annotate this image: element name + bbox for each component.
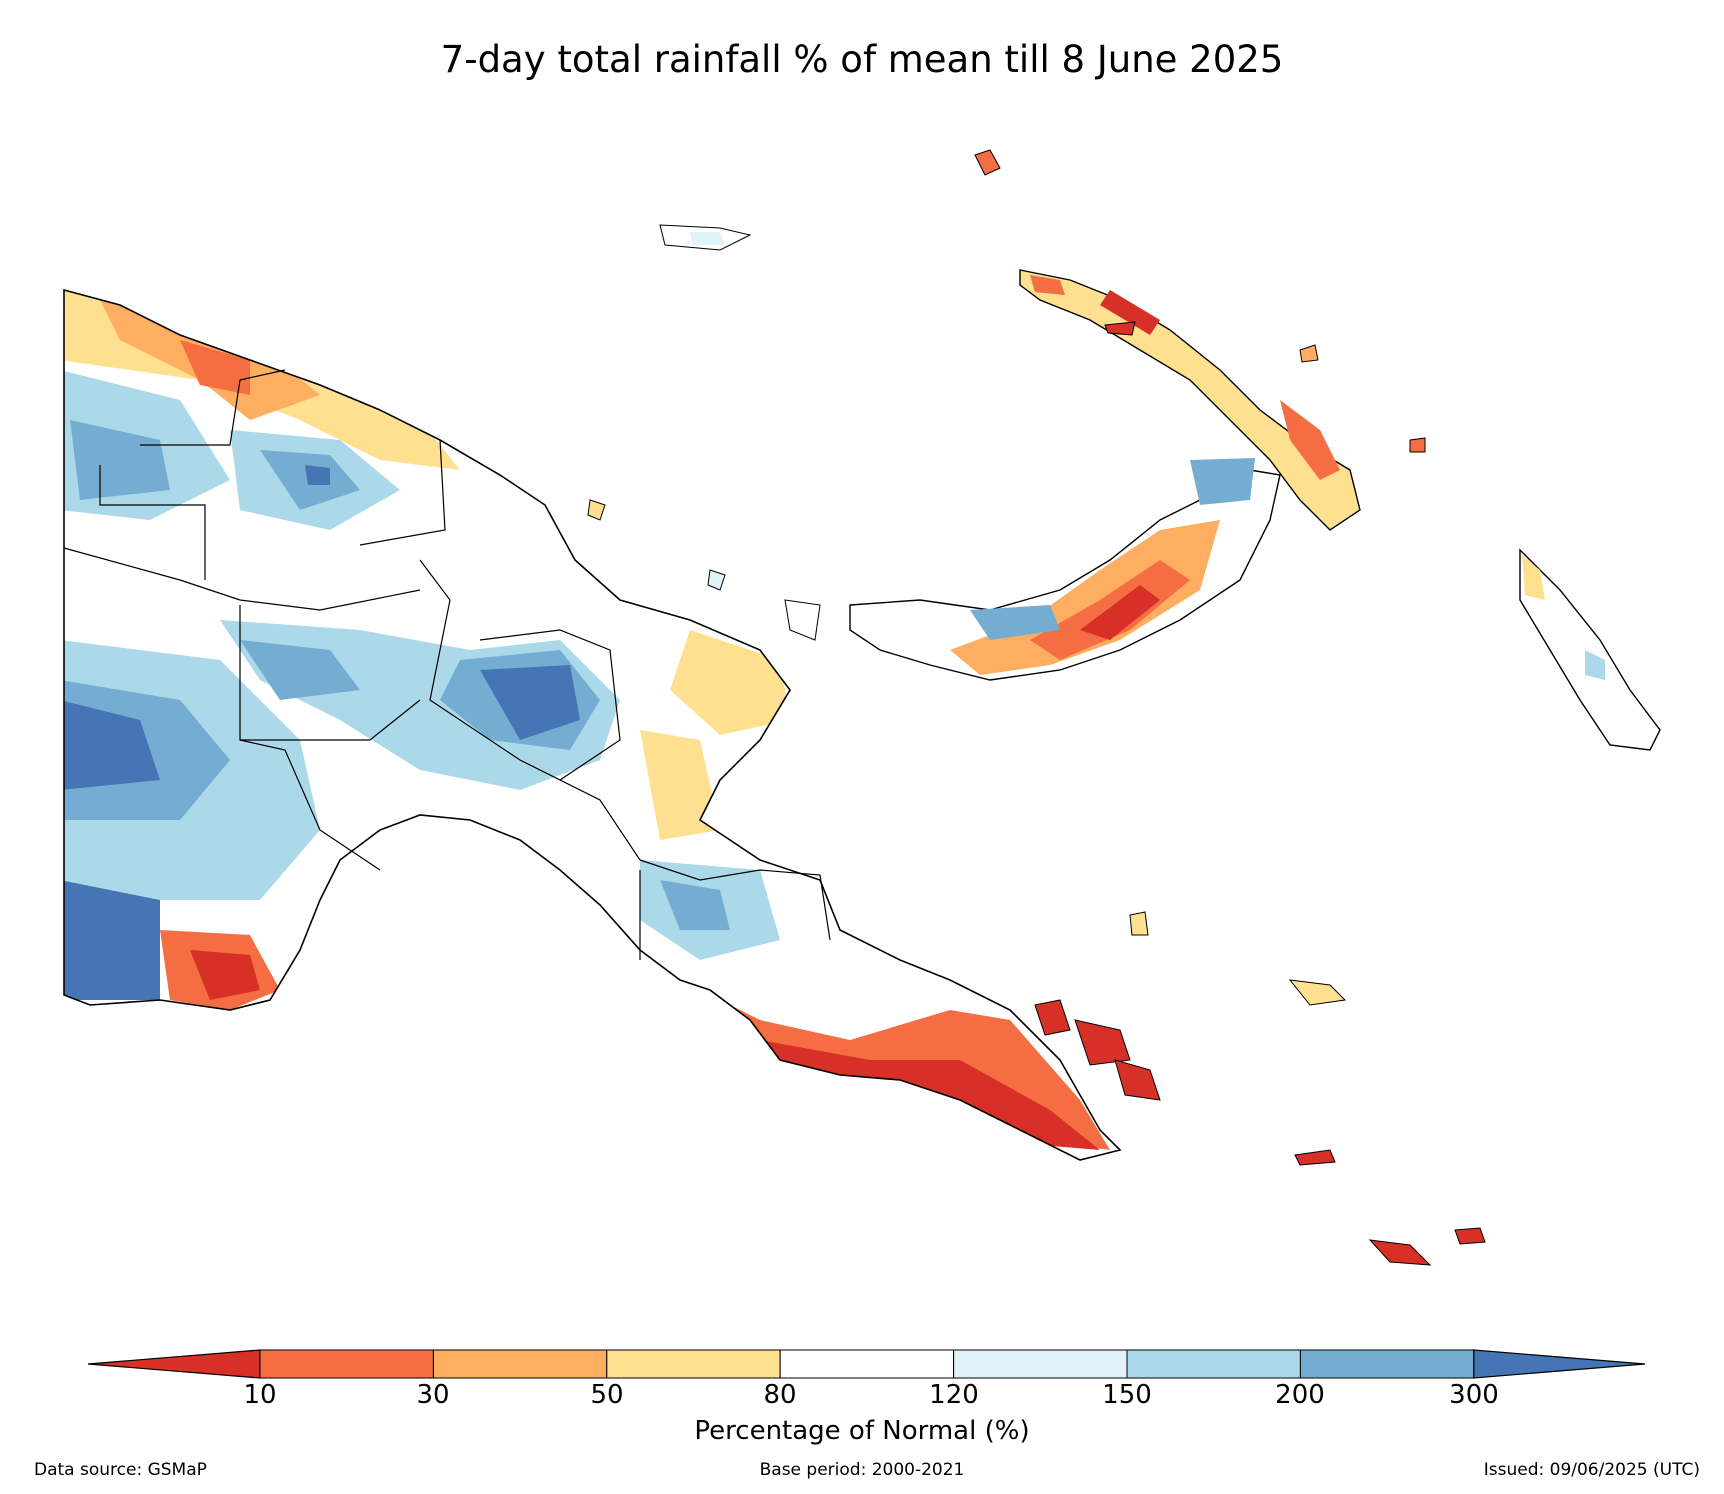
province-boundaries (63, 369, 831, 960)
colorbar-tick: 10 (243, 1380, 277, 1410)
colorbar-tick: 300 (1449, 1380, 1499, 1410)
islands-north (587, 149, 1426, 641)
colorbar-segment (1126, 1349, 1301, 1379)
issued-date: Issued: 09/06/2025 (UTC) (1483, 1460, 1700, 1480)
colorbar-segment (1299, 1349, 1475, 1379)
colorbar-segment (779, 1349, 955, 1379)
colorbar-tick: 80 (763, 1380, 797, 1410)
map-title: 7-day total rainfall % of mean till 8 Ju… (440, 38, 1284, 81)
islands-southeast (1034, 911, 1486, 1266)
new-britain-island (849, 458, 1281, 681)
colorbar-segment (953, 1349, 1128, 1379)
colorbar-tick: 150 (1102, 1380, 1152, 1410)
colorbar (87, 1349, 1646, 1379)
colorbar-tick: 120 (929, 1380, 979, 1410)
data-source: Data source: GSMaP (34, 1460, 207, 1480)
colorbar-extend-low (87, 1349, 261, 1379)
colorbar-tick: 50 (590, 1380, 624, 1410)
bougainville-island (1519, 548, 1661, 751)
colorbar-segment (606, 1349, 781, 1379)
base-period: Base period: 2000-2021 (759, 1460, 965, 1480)
colorbar-segment (259, 1349, 434, 1379)
colorbar-tick: 200 (1275, 1380, 1325, 1410)
colorbar-tick: 30 (416, 1380, 450, 1410)
colorbar-segment (432, 1349, 608, 1379)
colorbar-label: Percentage of Normal (%) (694, 1416, 1030, 1446)
colorbar-extend-high (1473, 1349, 1646, 1379)
new-ireland-island (1019, 269, 1361, 531)
